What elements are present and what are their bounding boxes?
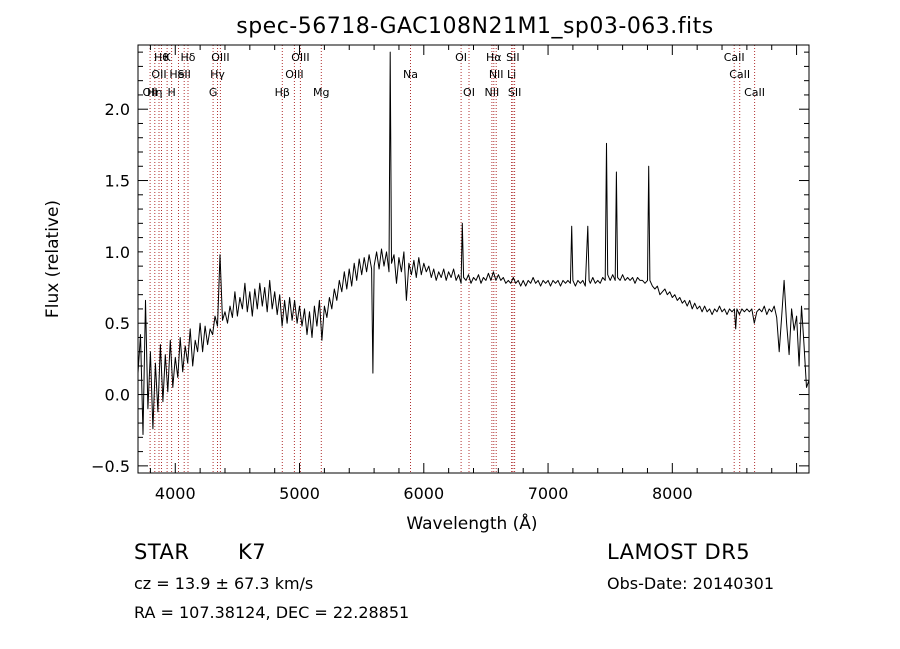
line-marker-label: CaII <box>744 86 765 99</box>
line-marker-label: G <box>209 86 218 99</box>
line-marker-label: Hη <box>147 86 162 99</box>
line-marker-label: CaII <box>729 68 750 81</box>
sky-coordinates: RA = 107.38124, DEC = 22.28851 <box>134 603 410 622</box>
chart-title: spec-56718-GAC108N21M1_sp03-063.fits <box>236 14 714 39</box>
line-marker-label: CaII <box>724 51 745 64</box>
line-marker-label: HeI <box>169 68 187 81</box>
y-tick-label: 1.0 <box>105 243 130 262</box>
line-marker-label: NII <box>485 86 500 99</box>
line-marker-label: OII <box>151 68 166 81</box>
y-tick-label: 0.0 <box>105 386 130 405</box>
redshift-velocity: cz = 13.9 ± 67.3 km/s <box>134 574 314 593</box>
line-marker-label: Hα <box>486 51 502 64</box>
object-subclass: K7 <box>238 540 267 564</box>
line-marker-label: OIII <box>211 51 229 64</box>
observation-date: Obs-Date: 20140301 <box>607 574 775 593</box>
line-marker-label: H <box>167 86 175 99</box>
line-marker-label: OII <box>143 86 158 99</box>
line-marker-label: K <box>163 51 171 64</box>
x-axis-label: Wavelength (Å) <box>406 512 537 534</box>
y-axis-label: Flux (relative) <box>43 200 63 318</box>
emission-line-labels: OIIHηOIIHθKHHeISIIHδGHγOIIIHβOIIIOIIIMgN… <box>143 51 766 99</box>
line-marker-label: OI <box>463 86 475 99</box>
line-marker-label: OIII <box>285 68 303 81</box>
line-marker-label: SII <box>506 51 519 64</box>
line-marker-label: Hβ <box>275 86 290 99</box>
plot-frame <box>137 44 810 474</box>
x-axis-ticks: 4000 5000 6000 7000 8000 <box>149 45 798 503</box>
line-marker-label: NII <box>489 68 504 81</box>
x-tick-label: 4000 <box>155 484 196 503</box>
y-tick-label: 0.5 <box>105 314 130 333</box>
y-tick-label: −0.5 <box>91 457 130 476</box>
x-tick-label: 5000 <box>279 484 320 503</box>
line-marker-label: Li <box>507 68 516 81</box>
x-tick-label: 8000 <box>652 484 693 503</box>
emission-line-markers <box>149 45 756 473</box>
survey-name: LAMOST DR5 <box>607 540 751 564</box>
line-marker-label: Hδ <box>180 51 195 64</box>
spectrum-series-line <box>137 51 810 435</box>
line-marker-label: SII <box>508 86 521 99</box>
x-tick-label: 6000 <box>403 484 444 503</box>
line-marker-label: Hγ <box>210 68 225 81</box>
y-tick-label: 1.5 <box>105 172 130 191</box>
line-marker-label: Mg <box>313 86 329 99</box>
y-axis-ticks: −0.5 0.0 0.5 1.0 1.5 2.0 <box>91 51 809 476</box>
line-marker-label: OI <box>455 51 467 64</box>
line-marker-label: OIII <box>291 51 309 64</box>
x-tick-label: 7000 <box>528 484 569 503</box>
object-class: STAR <box>134 540 190 564</box>
line-marker-label: SII <box>177 68 190 81</box>
line-marker-label: Hθ <box>154 51 169 64</box>
spectrum-layer <box>137 51 810 435</box>
y-tick-label: 2.0 <box>105 100 130 119</box>
line-marker-label: Na <box>403 68 418 81</box>
